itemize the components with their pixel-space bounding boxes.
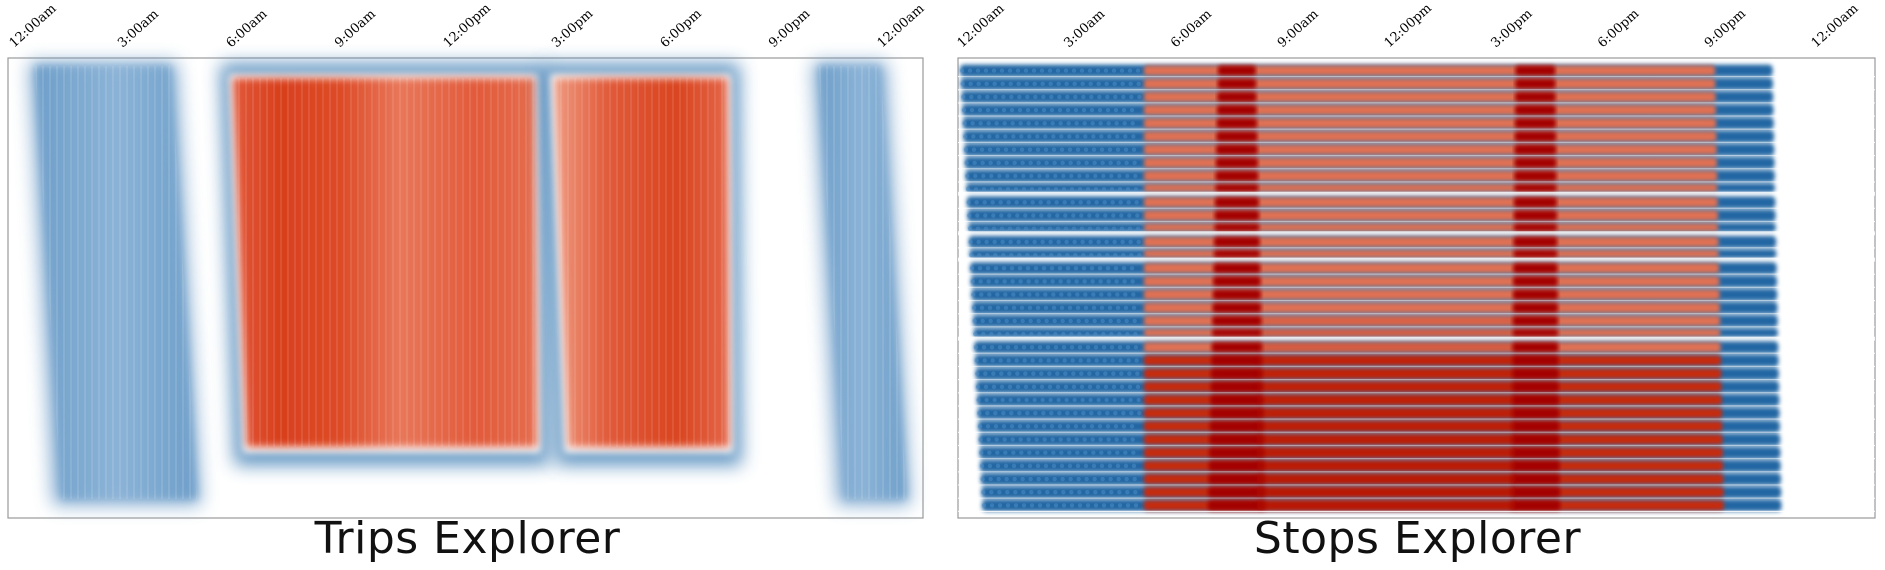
stops-row — [958, 499, 1875, 512]
stops-row — [958, 301, 1875, 315]
stops-row — [958, 209, 1875, 223]
trips-x-tick-label: 9:00am — [332, 7, 379, 51]
trips-low-block — [29, 62, 201, 505]
trips-x-tick-label: 12:00pm — [441, 1, 494, 51]
stops-row — [958, 183, 1875, 196]
stops-row — [958, 222, 1875, 236]
stops-explorer-chart: 12:00am 3:00am 6:00am 9:00am 12:00pm 3:00pm 6:… — [955, 1, 1876, 519]
stops-row — [958, 380, 1875, 394]
stops-x-tick-label: 3:00pm — [1488, 6, 1535, 50]
trips-explorer-title: Trips Explorer — [314, 513, 621, 564]
stops-x-tick-label: 9:00am — [1275, 7, 1322, 51]
stops-x-tick-label: 12:00am — [955, 1, 1008, 51]
trips-high-block — [542, 64, 742, 465]
stops-row — [958, 459, 1875, 473]
stops-row — [958, 117, 1875, 130]
trips-explorer-panel: 12:00am 3:00am 6:00am 9:00am 12:00pm 3:00pm 6:… — [0, 0, 935, 570]
stops-row — [958, 367, 1875, 381]
stops-explorer-panel: 12:00am 3:00am 6:00am 9:00am 12:00pm 3:00pm 6:… — [950, 0, 1885, 570]
stops-explorer-title: Stops Explorer — [1253, 513, 1582, 564]
stops-row — [958, 354, 1875, 368]
stops-row — [958, 433, 1875, 447]
stops-x-tick-label: 6:00pm — [1595, 6, 1642, 50]
stops-row — [958, 156, 1875, 170]
stops-row — [958, 341, 1875, 354]
stops-row — [958, 394, 1875, 407]
trips-explorer-chart: 12:00am 3:00am 6:00am 9:00am 12:00pm 3:00pm 6:… — [7, 1, 928, 519]
stops-row — [958, 288, 1875, 302]
stops-row — [958, 77, 1875, 91]
stops-x-tick-label: 12:00pm — [1382, 1, 1435, 51]
stops-row — [958, 262, 1875, 275]
trips-x-tick-label: 6:00am — [224, 7, 271, 51]
stops-row — [958, 486, 1875, 499]
trips-low-block — [812, 62, 911, 505]
stops-x-tick-label: 12:00am — [1809, 1, 1862, 51]
stops-row — [958, 170, 1875, 183]
trips-high-block — [220, 64, 550, 465]
stops-row — [958, 473, 1875, 486]
stops-x-tick-label: 3:00am — [1061, 7, 1108, 51]
stops-row — [958, 196, 1875, 209]
trips-x-tick-label: 6:00pm — [658, 6, 705, 50]
trips-x-tick-label: 9:00pm — [766, 6, 813, 50]
stops-x-tick-label: 6:00am — [1168, 7, 1215, 51]
stops-x-tick-label: 9:00pm — [1702, 6, 1749, 50]
stops-row — [958, 314, 1875, 328]
stops-row — [958, 90, 1875, 104]
stops-row — [958, 130, 1875, 144]
trips-x-tick-label: 12:00am — [7, 1, 60, 51]
trips-x-tick-label: 3:00am — [115, 7, 162, 51]
stops-row — [958, 104, 1875, 117]
stops-row — [958, 407, 1875, 420]
stops-row — [958, 143, 1875, 157]
stops-row — [958, 328, 1875, 341]
trips-x-tick-label: 12:00am — [875, 1, 928, 51]
stops-row — [958, 275, 1875, 288]
stops-row — [958, 249, 1875, 262]
stops-row — [958, 446, 1875, 460]
trips-x-tick-label: 3:00pm — [549, 6, 596, 50]
stops-row — [958, 420, 1875, 433]
stops-row — [958, 64, 1875, 78]
stops-row — [958, 235, 1875, 249]
